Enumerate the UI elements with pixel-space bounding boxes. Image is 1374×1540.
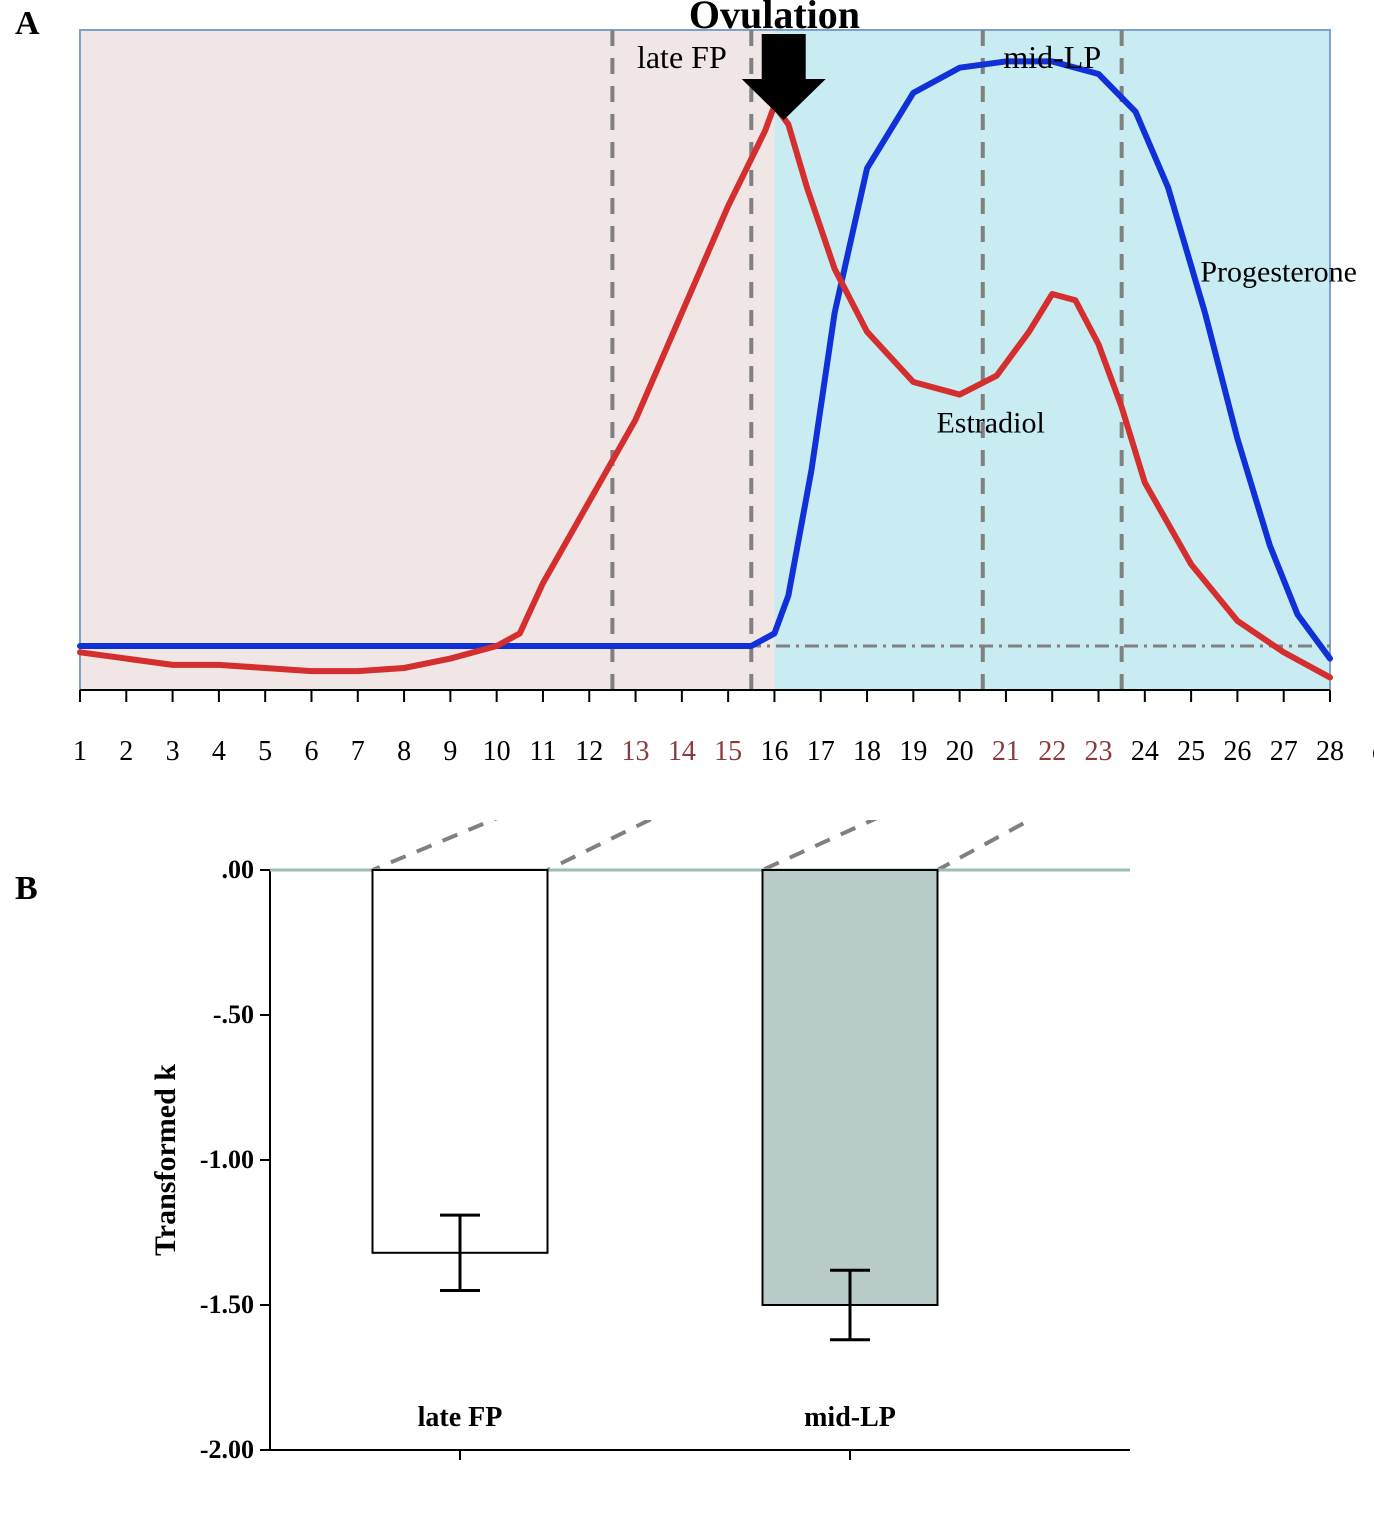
y-tick-label: -2.00 (200, 1435, 254, 1464)
bar (763, 870, 938, 1305)
bar-label: late FP (418, 1402, 503, 1433)
bar (373, 870, 548, 1253)
x-tick-label: 7 (351, 736, 365, 767)
x-tick-label: 21 (992, 736, 1020, 767)
x-tick-label: 14 (668, 736, 696, 767)
hormone-cycle-chart: Ovulationlate FP mid-LP Progesterone Estrad… (0, 0, 1374, 820)
x-tick-label: 11 (529, 736, 556, 767)
y-tick-label: .00 (222, 855, 255, 884)
x-tick-label: 4 (212, 736, 226, 767)
x-tick-label: 3 (166, 736, 180, 767)
x-tick-label: 13 (622, 736, 650, 767)
x-tick-label: 1 (73, 736, 87, 767)
late-fp-label: late FP (637, 39, 727, 75)
x-tick-label: 24 (1131, 736, 1159, 767)
x-tick-label: 28 (1316, 736, 1344, 767)
estradiol-label: Estradiol (936, 406, 1044, 439)
y-axis-label: Transformed k (149, 1064, 182, 1256)
ovulation-title: Ovulation (689, 0, 860, 37)
x-tick-label: 5 (258, 736, 272, 767)
x-tick-label: 23 (1085, 736, 1113, 767)
y-tick-label: -1.50 (200, 1290, 254, 1319)
mid-lp-label: mid-LP (1003, 39, 1101, 75)
x-tick-label: 20 (946, 736, 974, 767)
x-tick-label: 2 (119, 736, 133, 767)
y-tick-label: -1.00 (200, 1145, 254, 1174)
x-tick-label: 15 (714, 736, 742, 767)
bar-label: mid-LP (804, 1402, 896, 1433)
transformed-k-bar-chart: .00 -.50 -1.00 -1.50 -2.00 Transformed k late … (0, 820, 1374, 1540)
x-tick-label: 17 (807, 736, 835, 767)
x-tick-label: 18 (853, 736, 881, 767)
x-tick-label: 19 (899, 736, 927, 767)
progesterone-label: Progesterone (1200, 255, 1357, 288)
x-tick-label: 6 (304, 736, 318, 767)
x-tick-label: 25 (1177, 736, 1205, 767)
x-tick-label: 12 (575, 736, 603, 767)
x-tick-label: 16 (760, 736, 788, 767)
x-tick-label: 9 (443, 736, 457, 767)
x-tick-label: 26 (1223, 736, 1251, 767)
y-tick-label: -.50 (213, 1000, 254, 1029)
x-tick-label: 8 (397, 736, 411, 767)
x-tick-label: 27 (1270, 736, 1298, 767)
x-tick-label: 10 (483, 736, 511, 767)
figure-root: A B Ovulationlate FPmid-LPProgesteroneEs… (0, 0, 1374, 1539)
x-tick-label: 22 (1038, 736, 1066, 767)
